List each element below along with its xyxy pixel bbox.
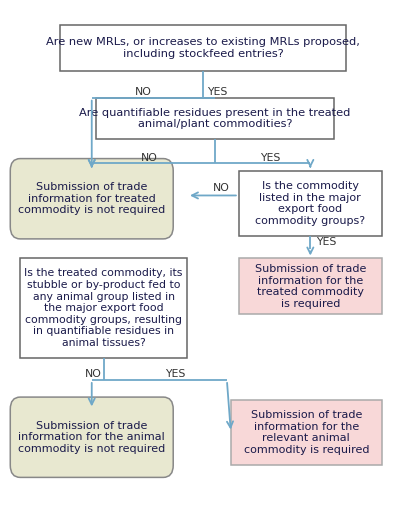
Text: Are quantifiable residues present in the treated
animal/plant commodities?: Are quantifiable residues present in the… (79, 107, 350, 129)
FancyBboxPatch shape (230, 400, 381, 465)
Text: NO: NO (135, 87, 152, 97)
Text: YES: YES (315, 237, 336, 247)
Text: NO: NO (140, 153, 157, 163)
FancyBboxPatch shape (20, 259, 187, 358)
FancyBboxPatch shape (60, 25, 345, 71)
Text: Submission of trade
information for the
relevant animal
commodity is required: Submission of trade information for the … (243, 410, 368, 455)
FancyBboxPatch shape (10, 397, 173, 478)
Text: YES: YES (260, 153, 280, 163)
Text: Submission of trade
information for the animal
commodity is not required: Submission of trade information for the … (18, 421, 165, 454)
FancyBboxPatch shape (238, 171, 381, 236)
FancyBboxPatch shape (10, 159, 173, 239)
Text: NO: NO (85, 369, 102, 379)
Text: YES: YES (206, 87, 227, 97)
Text: Is the commodity
listed in the major
export food
commodity groups?: Is the commodity listed in the major exp… (255, 181, 365, 226)
Text: NO: NO (212, 183, 229, 193)
Text: Submission of trade
information for treated
commodity is not required: Submission of trade information for trea… (18, 182, 165, 215)
FancyBboxPatch shape (95, 98, 333, 139)
Text: Is the treated commodity, its
stubble or by-product fed to
any animal group list: Is the treated commodity, its stubble or… (24, 268, 183, 348)
Text: YES: YES (165, 369, 185, 379)
Text: Are new MRLs, or increases to existing MRLs proposed,
including stockfeed entrie: Are new MRLs, or increases to existing M… (46, 37, 359, 59)
Text: Submission of trade
information for the
treated commodity
is required: Submission of trade information for the … (254, 264, 365, 309)
FancyBboxPatch shape (238, 259, 381, 314)
